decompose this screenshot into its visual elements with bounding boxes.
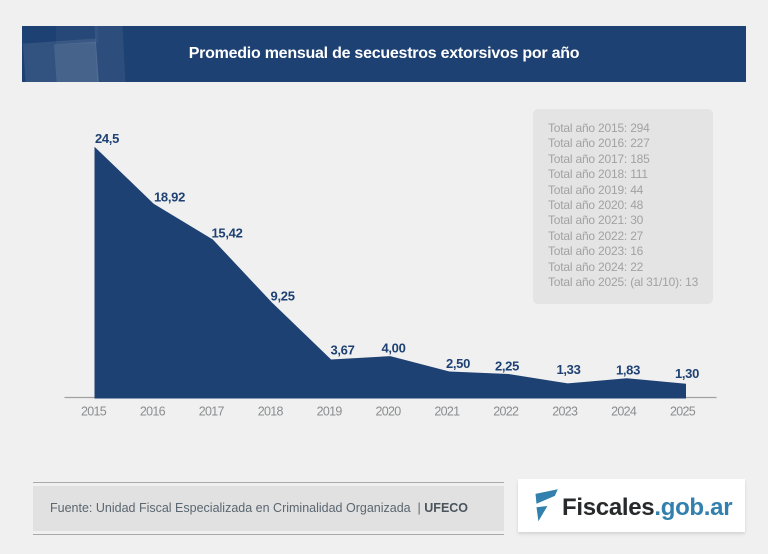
svg-text:2021: 2021 <box>434 405 460 419</box>
svg-text:15,42: 15,42 <box>211 226 242 241</box>
svg-text:2017: 2017 <box>199 405 225 419</box>
svg-text:2025: 2025 <box>670 405 696 419</box>
svg-text:9,25: 9,25 <box>271 289 295 304</box>
svg-text:24,5: 24,5 <box>95 131 119 146</box>
svg-text:1,30: 1,30 <box>675 366 699 381</box>
svg-text:2016: 2016 <box>140 405 166 419</box>
svg-text:2019: 2019 <box>317 405 343 419</box>
svg-text:1,83: 1,83 <box>616 363 640 378</box>
svg-text:4,00: 4,00 <box>381 341 405 356</box>
svg-text:18,92: 18,92 <box>154 190 185 205</box>
svg-text:2020: 2020 <box>375 405 401 419</box>
svg-text:1,33: 1,33 <box>556 362 580 377</box>
svg-text:2022: 2022 <box>493 405 519 419</box>
svg-text:2018: 2018 <box>258 405 284 419</box>
svg-text:2,50: 2,50 <box>446 356 470 371</box>
svg-text:2023: 2023 <box>552 405 578 419</box>
svg-text:3,67: 3,67 <box>330 343 354 358</box>
svg-text:2015: 2015 <box>81 405 107 419</box>
svg-text:2,25: 2,25 <box>495 359 519 374</box>
svg-text:2024: 2024 <box>611 405 637 419</box>
